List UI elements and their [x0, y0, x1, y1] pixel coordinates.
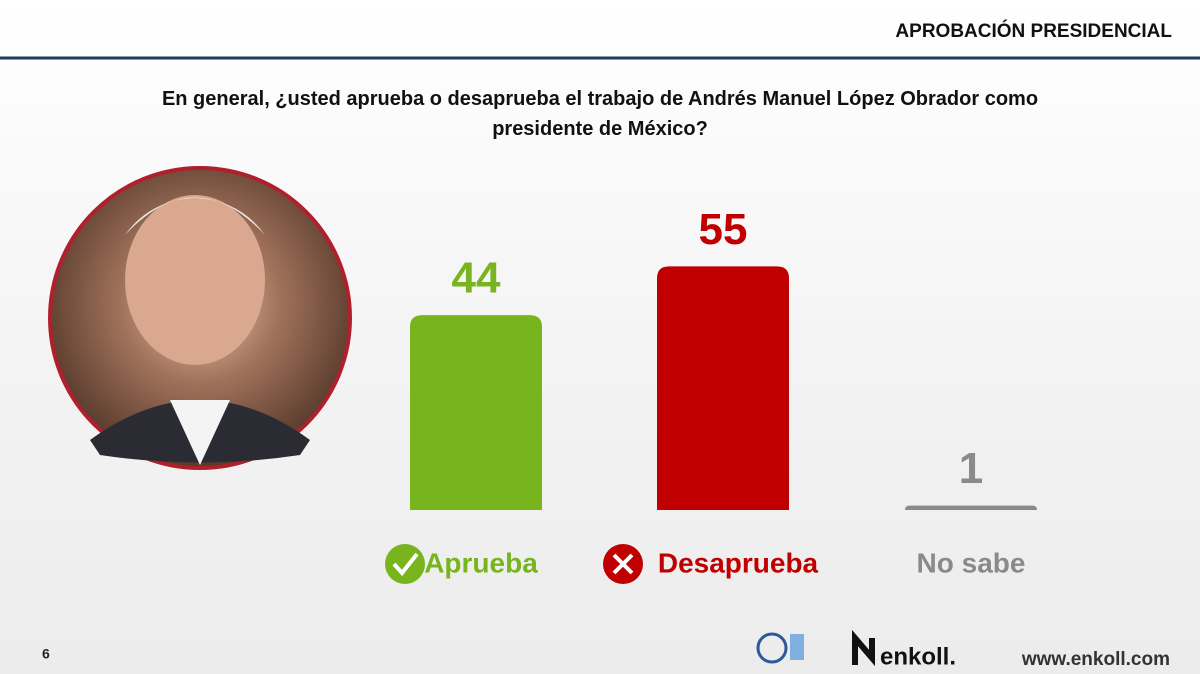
bar — [410, 315, 542, 510]
footer-url[interactable]: www.enkoll.com — [1021, 649, 1170, 670]
brand-mark — [852, 629, 875, 667]
amai-logo — [756, 632, 804, 664]
category-label: Aprueba — [424, 547, 538, 578]
value-label: 1 — [959, 444, 983, 493]
x-icon — [603, 544, 643, 584]
category-label: No sabe — [917, 547, 1026, 578]
category-label: Desaprueba — [658, 547, 819, 578]
brand: enkoll. — [880, 643, 956, 670]
chart-title: En general, ¿usted aprueba o desaprueba … — [161, 88, 1039, 140]
bar — [905, 505, 1037, 510]
header-title: APROBACIÓN PRESIDENCIAL — [895, 20, 1172, 42]
value-label: 44 — [452, 254, 501, 303]
value-label: 55 — [699, 205, 748, 254]
portrait — [48, 166, 352, 470]
check-icon — [385, 544, 425, 584]
bar — [657, 266, 789, 510]
page-number: 6 — [42, 646, 50, 662]
